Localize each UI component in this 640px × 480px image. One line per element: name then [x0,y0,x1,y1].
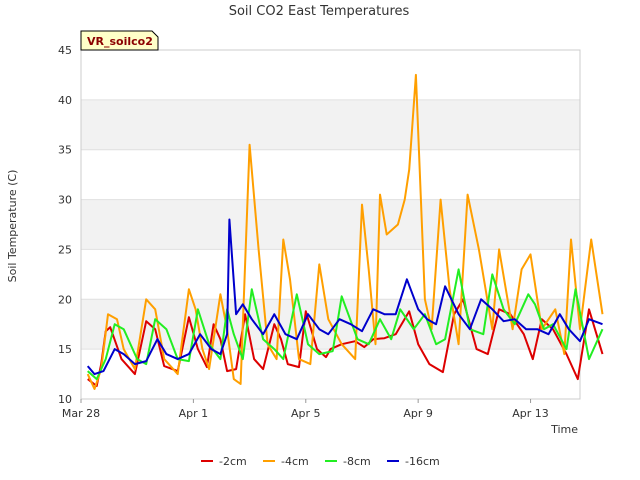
grid-band [81,249,580,300]
grid-band [81,99,580,150]
plot-border [80,49,581,400]
y-axis-title: Soil Temperature (C) [6,170,19,283]
site-badge: VR_soilco2 [80,30,159,51]
site-badge-label: VR_soilco2 [87,35,153,48]
x-tick-label: Mar 28 [62,407,100,420]
series-line-neg4cm [86,73,604,390]
legend-label: -16cm [405,455,440,468]
x-axis-ticks: Mar 28 Apr 1 Apr 5 Apr 9 Apr 13 [62,399,549,420]
x-tick-label: Apr 1 [179,407,209,420]
legend-label: -4cm [281,455,309,468]
series-lines [86,73,604,390]
series-line-neg8cm [87,268,604,381]
grid-band [81,149,580,200]
plot-area-border [80,49,581,400]
series-line-neg2cm [87,298,604,387]
y-tick-label: 20 [58,293,72,306]
y-axis-ticks: 10 15 20 25 30 35 40 45 [58,44,72,406]
x-tick-label: Apr 5 [291,407,321,420]
grid-bands [81,50,580,399]
x-axis-title: Time [550,423,578,436]
legend-label: -2cm [219,455,247,468]
grid-band [81,50,580,100]
legend: -2cm -4cm -8cm -16cm [201,455,440,468]
y-tick-label: 25 [58,243,72,256]
y-tick-label: 15 [58,343,72,356]
x-tick-label: Apr 9 [403,407,433,420]
site-badge-box [80,30,159,51]
y-tick-label: 45 [58,44,72,57]
grid-band [81,349,580,399]
y-tick-label: 40 [58,94,72,107]
x-tick-label: Apr 13 [512,407,549,420]
y-tick-label: 10 [58,393,72,406]
series-line-neg16cm [86,218,603,376]
y-tick-label: 30 [58,194,72,207]
legend-label: -8cm [343,455,371,468]
chart-title: Soil CO2 East Temperatures [229,4,410,19]
grid-band [81,199,580,250]
y-tick-label: 35 [58,144,72,157]
